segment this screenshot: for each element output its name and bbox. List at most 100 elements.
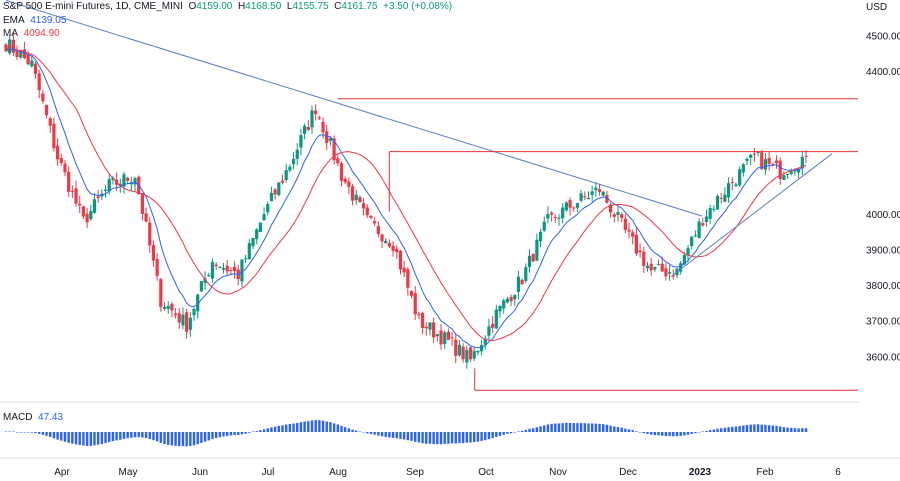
candle-body bbox=[221, 267, 226, 270]
macd-bar bbox=[749, 424, 752, 432]
macd-bar bbox=[144, 432, 148, 439]
macd-bar bbox=[56, 432, 59, 440]
candle-body bbox=[756, 151, 760, 153]
macd-bar bbox=[690, 432, 693, 434]
candle-body bbox=[92, 199, 97, 213]
macd-bar bbox=[683, 432, 686, 436]
macd-bar bbox=[705, 430, 708, 432]
candle-body bbox=[667, 272, 672, 274]
time-tick-label: 2023 bbox=[689, 467, 712, 478]
macd-bar bbox=[439, 432, 443, 445]
macd-bar bbox=[745, 425, 749, 432]
macd-bar bbox=[631, 430, 634, 432]
candle-body bbox=[166, 305, 170, 309]
time-tick-label: Nov bbox=[549, 467, 567, 478]
currency-label: USD bbox=[866, 2, 887, 13]
candle-body bbox=[181, 314, 185, 326]
candle-body bbox=[461, 346, 465, 360]
macd-bar bbox=[708, 430, 712, 432]
macd-bar bbox=[753, 424, 756, 432]
macd-bar bbox=[170, 432, 174, 446]
macd-bar bbox=[447, 432, 450, 444]
symbol-title: S&P 500 E-mini Futures, 1D, CME_MINI bbox=[3, 1, 183, 12]
candle-body bbox=[538, 231, 543, 242]
macd-bar bbox=[712, 429, 716, 432]
macd-bar bbox=[399, 432, 402, 439]
macd-bar bbox=[377, 432, 380, 436]
candle-body bbox=[22, 49, 27, 58]
macd-bar bbox=[384, 432, 387, 437]
macd-legend: MACD 47.43 bbox=[3, 411, 63, 424]
macd-bar bbox=[583, 423, 587, 432]
candle-body bbox=[199, 281, 203, 292]
macd-bar bbox=[428, 432, 432, 444]
candle-body bbox=[380, 234, 384, 242]
macd-bar bbox=[804, 428, 808, 432]
ema-legend: EMA 4139.05 bbox=[3, 14, 66, 27]
candle-body bbox=[155, 259, 159, 276]
macd-bar bbox=[432, 432, 435, 445]
macd-bar bbox=[410, 432, 413, 441]
candle-body bbox=[472, 350, 476, 359]
macd-bar bbox=[277, 425, 281, 432]
candle-body bbox=[196, 294, 200, 312]
candle-body bbox=[531, 253, 535, 262]
candle-body bbox=[505, 298, 509, 303]
macd-bar bbox=[96, 432, 100, 445]
candle-body bbox=[697, 221, 701, 239]
candle-body bbox=[19, 51, 23, 58]
macd-bar bbox=[321, 420, 325, 432]
candle-body bbox=[52, 123, 56, 149]
candle-body bbox=[413, 293, 417, 315]
candle-body bbox=[207, 275, 211, 277]
macd-bar bbox=[679, 432, 682, 436]
macd-bar bbox=[41, 432, 45, 435]
candle-body bbox=[288, 166, 292, 171]
macd-bar bbox=[178, 432, 181, 447]
symbol-legend: S&P 500 E-mini Futures, 1D, CME_MINI O41… bbox=[3, 0, 452, 13]
macd-bar bbox=[760, 424, 763, 432]
macd-bar bbox=[388, 432, 391, 438]
candle-body bbox=[144, 213, 148, 222]
candle-body bbox=[645, 265, 650, 269]
macd-bar bbox=[111, 432, 115, 442]
macd-bar bbox=[307, 421, 310, 432]
candle-body bbox=[314, 110, 318, 115]
low-value: 4155.75 bbox=[292, 1, 329, 12]
candle-body bbox=[575, 203, 580, 208]
candle-body bbox=[730, 181, 734, 183]
candle-body bbox=[332, 138, 336, 161]
candle-body bbox=[797, 168, 801, 173]
candle-body bbox=[483, 338, 487, 345]
macd-bar bbox=[314, 420, 317, 432]
candle-body bbox=[402, 267, 406, 273]
candle-body bbox=[634, 234, 639, 254]
candle-body bbox=[262, 214, 266, 221]
candle-body bbox=[417, 313, 421, 316]
candle-body bbox=[78, 203, 82, 206]
macd-bar bbox=[225, 432, 229, 436]
candle-body bbox=[778, 160, 782, 179]
macd-bar bbox=[402, 432, 406, 440]
macd-bar bbox=[638, 432, 642, 433]
macd-bar bbox=[716, 428, 719, 432]
macd-bar bbox=[391, 432, 395, 438]
candle-body bbox=[277, 182, 281, 196]
candle-body bbox=[561, 207, 565, 219]
macd-bar bbox=[742, 425, 745, 432]
macd-bar bbox=[67, 432, 70, 443]
candle-body bbox=[358, 197, 362, 202]
candle-body bbox=[428, 322, 432, 330]
macd-bar bbox=[237, 432, 240, 435]
macd-bar bbox=[661, 432, 664, 436]
macd-bar bbox=[476, 432, 480, 442]
candle-body bbox=[81, 206, 86, 217]
macd-bar bbox=[627, 429, 631, 432]
candle-body bbox=[550, 212, 554, 215]
candle-body bbox=[369, 215, 373, 218]
macd-bar bbox=[248, 432, 251, 433]
ma-value: 4094.90 bbox=[23, 28, 60, 39]
candle-body bbox=[170, 303, 174, 311]
high-label: H bbox=[237, 1, 246, 12]
